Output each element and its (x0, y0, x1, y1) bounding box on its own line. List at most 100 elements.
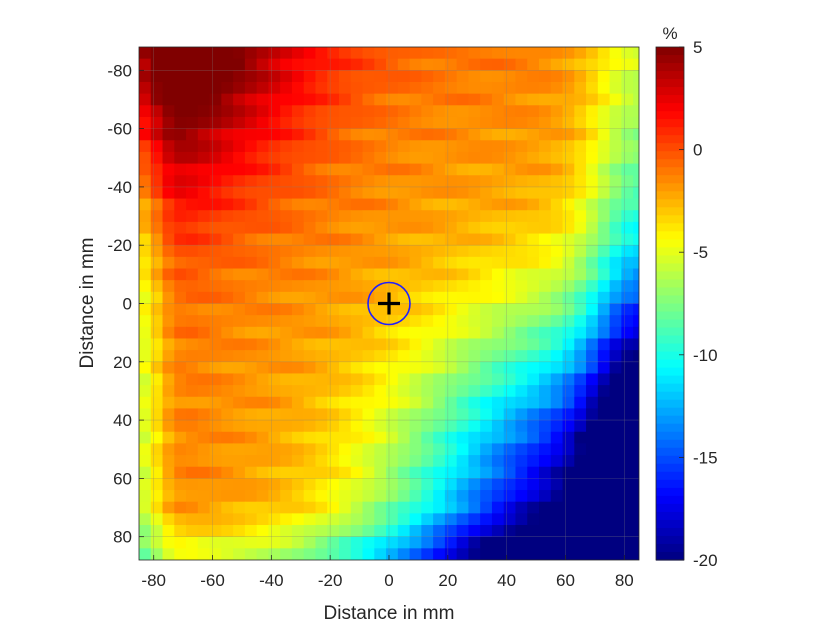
heatmap-cell (633, 81, 639, 95)
heatmap-cell (268, 431, 281, 445)
heatmap-cell (139, 291, 152, 305)
heatmap-cell (291, 350, 305, 363)
heatmap-cell (574, 186, 587, 200)
heatmap-cell (339, 128, 352, 141)
heatmap-cell (374, 105, 387, 118)
heatmap-cell (291, 455, 305, 468)
heatmap-cell (174, 455, 187, 468)
heatmap-cell (409, 548, 422, 560)
x-tick-label: -20 (318, 571, 343, 590)
heatmap-cell (491, 280, 505, 293)
heatmap-cell (209, 373, 222, 386)
heatmap-cell (468, 455, 481, 468)
heatmap-cell (209, 268, 222, 281)
heatmap-cell (409, 478, 422, 491)
heatmap-cell (574, 140, 587, 153)
heatmap-cell (562, 455, 575, 468)
heatmap-cell (633, 140, 639, 153)
heatmap-cell (327, 326, 340, 340)
heatmap-cell (503, 70, 517, 83)
heatmap-cell (280, 186, 293, 200)
heatmap-cell (397, 326, 411, 340)
heatmap-cell (491, 221, 505, 235)
heatmap-cell (409, 163, 422, 176)
heatmap-cell (574, 513, 587, 526)
heatmap-cell (291, 245, 305, 258)
heatmap-cell (186, 338, 199, 351)
heatmap-cell (350, 175, 364, 188)
heatmap-cell (609, 303, 622, 316)
heatmap-cell (550, 151, 564, 165)
heatmap-cell (562, 58, 575, 71)
heatmap-cell (433, 525, 446, 538)
heatmap-cell (221, 233, 234, 246)
heatmap-cell (397, 548, 411, 560)
heatmap-cell (268, 420, 281, 433)
heatmap-cell (291, 221, 305, 235)
heatmap-cell (186, 47, 199, 60)
colorbar: 50-5-10-15-20 (655, 38, 718, 570)
heatmap-cell (327, 70, 340, 83)
heatmap-cell (256, 116, 270, 130)
heatmap-cell (303, 361, 317, 375)
heatmap-cell (303, 408, 317, 421)
heatmap-cell (562, 420, 575, 433)
heatmap-cell (339, 221, 352, 235)
heatmap-cell (562, 548, 575, 560)
heatmap-cell (515, 536, 528, 549)
heatmap-cell (327, 315, 340, 328)
heatmap-cell (468, 361, 481, 375)
heatmap-cell (186, 326, 199, 340)
heatmap-cell (562, 513, 575, 526)
heatmap-cell (280, 140, 293, 153)
colorbar-segment (656, 175, 684, 184)
heatmap-cell (280, 315, 293, 328)
heatmap-cell (562, 81, 575, 95)
heatmap-cell (327, 350, 340, 363)
heatmap-cell (150, 47, 164, 60)
heatmap-cell (597, 128, 611, 141)
heatmap-cell (586, 268, 599, 281)
colorbar-segment (656, 239, 684, 248)
heatmap-cell (421, 47, 434, 60)
heatmap-cell (480, 47, 493, 60)
heatmap-cell (362, 47, 375, 60)
heatmap-cell (186, 221, 199, 235)
heatmap-cell (433, 420, 446, 433)
heatmap-cell (633, 256, 639, 270)
heatmap-cell (386, 501, 399, 514)
heatmap-cell (468, 128, 481, 141)
colorbar-segment (656, 511, 684, 521)
heatmap-cell (150, 256, 164, 270)
heatmap-cell (244, 163, 258, 176)
heatmap-cell (444, 315, 458, 328)
heatmap-cell (162, 105, 175, 118)
heatmap-cell (633, 548, 639, 560)
heatmap-cell (562, 233, 575, 246)
heatmap-cell (209, 105, 222, 118)
heatmap-cell (433, 128, 446, 141)
heatmap-cell (244, 151, 258, 165)
heatmap-cell (597, 233, 611, 246)
heatmap-cell (162, 81, 175, 95)
heatmap-cell (550, 47, 564, 60)
heatmap-cell (503, 210, 517, 223)
heatmap-cell (315, 303, 328, 316)
heatmap-cell (244, 373, 258, 386)
heatmap-cell (468, 210, 481, 223)
heatmap-cell (621, 338, 634, 351)
heatmap-cell (256, 105, 270, 118)
heatmap-cell (421, 338, 434, 351)
heatmap-cell (527, 501, 540, 514)
heatmap-cell (609, 350, 622, 363)
heatmap-cell (162, 361, 175, 375)
heatmap-cell (633, 478, 639, 491)
heatmap-cell (209, 548, 222, 560)
heatmap-cell (562, 525, 575, 538)
heatmap-cell (621, 70, 634, 83)
heatmap-cell (621, 291, 634, 305)
heatmap-cell (527, 466, 540, 479)
heatmap-cell (480, 548, 493, 560)
heatmap-cell (186, 233, 199, 246)
heatmap-cell (609, 536, 622, 549)
